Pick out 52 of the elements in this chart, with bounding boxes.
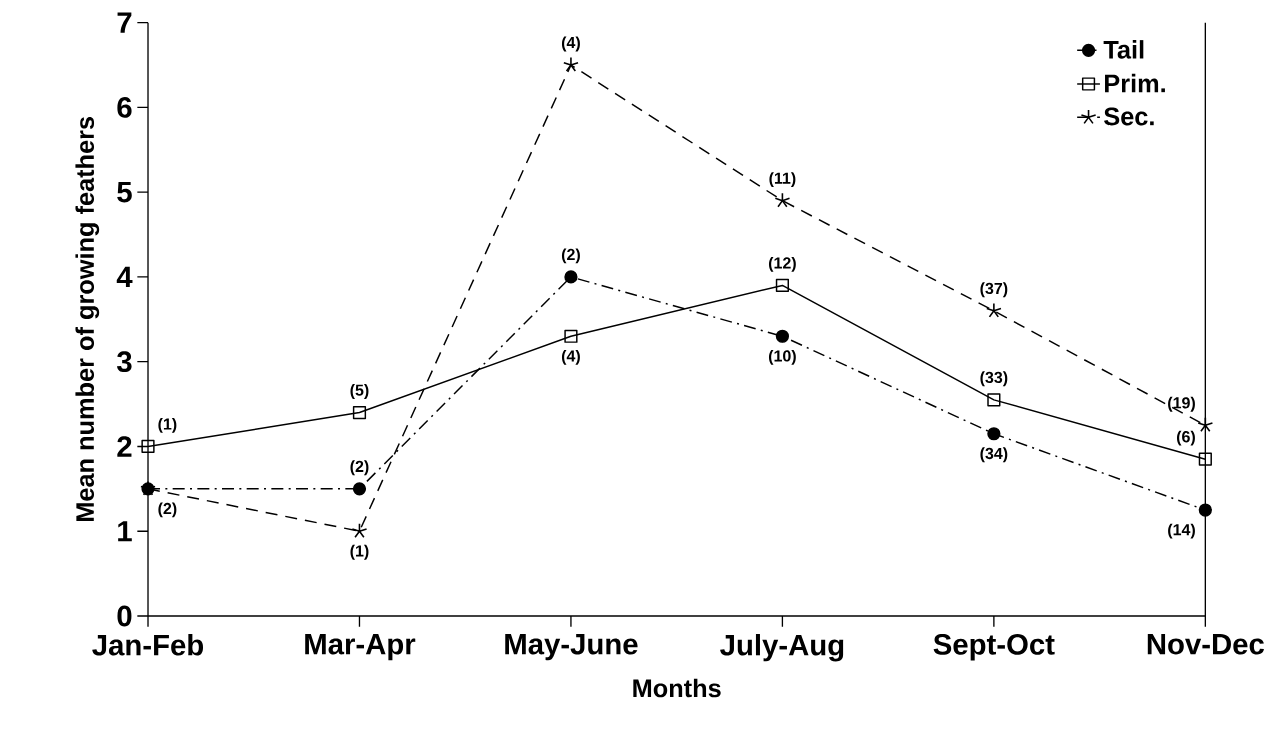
annotation: (4) bbox=[561, 349, 580, 365]
annotation: (1) bbox=[158, 417, 177, 433]
point bbox=[987, 393, 1001, 407]
y-tick-label: 4 bbox=[116, 266, 133, 288]
y-tick-label: 1 bbox=[118, 521, 132, 542]
y-tick-label: 3 bbox=[116, 351, 132, 373]
annotation: (14) bbox=[1168, 523, 1195, 539]
y-tick-label: 0 bbox=[117, 605, 132, 627]
y-tick-label: 7 bbox=[117, 12, 132, 33]
annotation: (37) bbox=[980, 282, 1008, 298]
x-tick-label: July-Aug bbox=[720, 634, 844, 662]
y-tick-label: 5 bbox=[117, 181, 132, 203]
point bbox=[351, 522, 368, 539]
annotation: (10) bbox=[768, 349, 796, 365]
y-tick-label: 2 bbox=[117, 436, 132, 457]
annotation: (4) bbox=[561, 36, 580, 52]
point bbox=[352, 482, 367, 496]
x-tick-label: Sept-Oct bbox=[933, 634, 1055, 661]
x-tick-label: May-June bbox=[505, 634, 638, 661]
point bbox=[1198, 503, 1212, 517]
annotation: (19) bbox=[1168, 396, 1195, 412]
point bbox=[985, 302, 1002, 318]
point bbox=[563, 56, 579, 72]
annotation: (5) bbox=[350, 384, 369, 399]
point bbox=[1198, 452, 1212, 466]
legend-label: Prim. bbox=[1105, 73, 1165, 93]
annotation: (2) bbox=[350, 460, 369, 476]
x-tick-label: Jan-Feb bbox=[92, 634, 204, 656]
point bbox=[774, 192, 791, 208]
x-axis-title: Months bbox=[633, 678, 721, 698]
point bbox=[564, 270, 578, 284]
point bbox=[1197, 417, 1214, 433]
annotation: (1) bbox=[350, 544, 369, 560]
point bbox=[564, 329, 578, 343]
point bbox=[352, 405, 367, 420]
annotation: (12) bbox=[768, 256, 796, 272]
legend-label: Tail bbox=[1103, 40, 1144, 59]
point bbox=[987, 427, 1001, 441]
annotation: (2) bbox=[561, 248, 580, 264]
annotation: (34) bbox=[980, 447, 1008, 463]
annotation: (11) bbox=[769, 172, 796, 188]
point bbox=[141, 439, 155, 454]
annotation: (2) bbox=[158, 502, 177, 518]
x-tick-label: Nov-Dec bbox=[1147, 634, 1264, 655]
annotation: (6) bbox=[1176, 430, 1195, 446]
legend-label: Sec. bbox=[1104, 107, 1154, 126]
x-tick-label: Mar-Apr bbox=[305, 634, 416, 661]
y-tick-label: 6 bbox=[117, 97, 132, 118]
annotation: (33) bbox=[980, 371, 1008, 387]
y-axis-title: Mean number of growing feathers bbox=[75, 116, 100, 522]
point bbox=[775, 329, 790, 343]
point bbox=[775, 278, 790, 293]
